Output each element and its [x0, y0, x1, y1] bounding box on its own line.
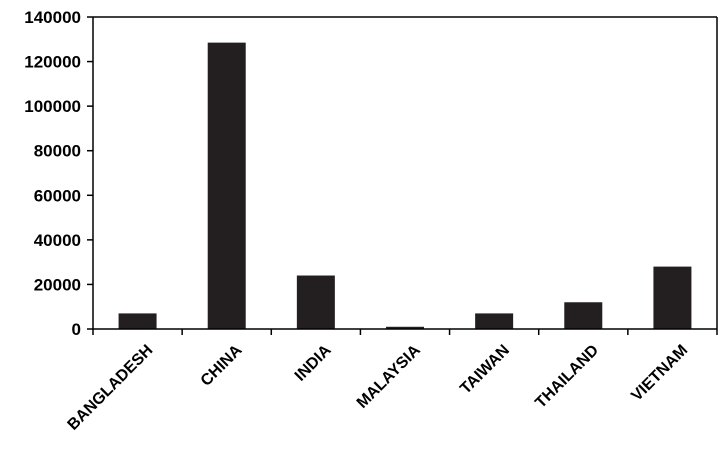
x-tick-label: THAILAND: [532, 342, 602, 412]
bar: [296, 275, 335, 329]
y-tick-label: 140000: [24, 8, 81, 27]
y-tick-label: 40000: [34, 231, 81, 250]
axes: [92, 16, 718, 335]
bar: [207, 42, 246, 329]
bar: [564, 302, 603, 329]
y-tick-label: 120000: [24, 53, 81, 72]
x-tick-label: TAIWAN: [457, 342, 513, 398]
bar: [653, 266, 692, 329]
y-tick-label: 100000: [24, 97, 81, 116]
bars: [118, 42, 692, 329]
x-tick-label: CHINA: [198, 341, 246, 389]
y-tick-label: 80000: [34, 142, 81, 161]
y-tick-label: 20000: [34, 275, 81, 294]
x-tick-label: BANGLADESH: [65, 342, 157, 434]
x-tick-label: INDIA: [292, 341, 335, 384]
y-axis-ticks: 0 20000 40000 60000 80000 100000 120000 140000: [24, 8, 93, 339]
x-tick-label: MALAYSIA: [354, 341, 424, 411]
bar: [386, 326, 424, 329]
y-tick-label: 0: [72, 320, 81, 339]
x-axis-labels: BANGLADESH CHINA INDIA MALAYSIA TAIWAN THAILA…: [65, 341, 692, 433]
y-tick-label: 60000: [34, 186, 81, 205]
bar: [475, 313, 514, 329]
x-tick-label: VIETNAM: [628, 342, 691, 405]
bar: [118, 313, 157, 329]
